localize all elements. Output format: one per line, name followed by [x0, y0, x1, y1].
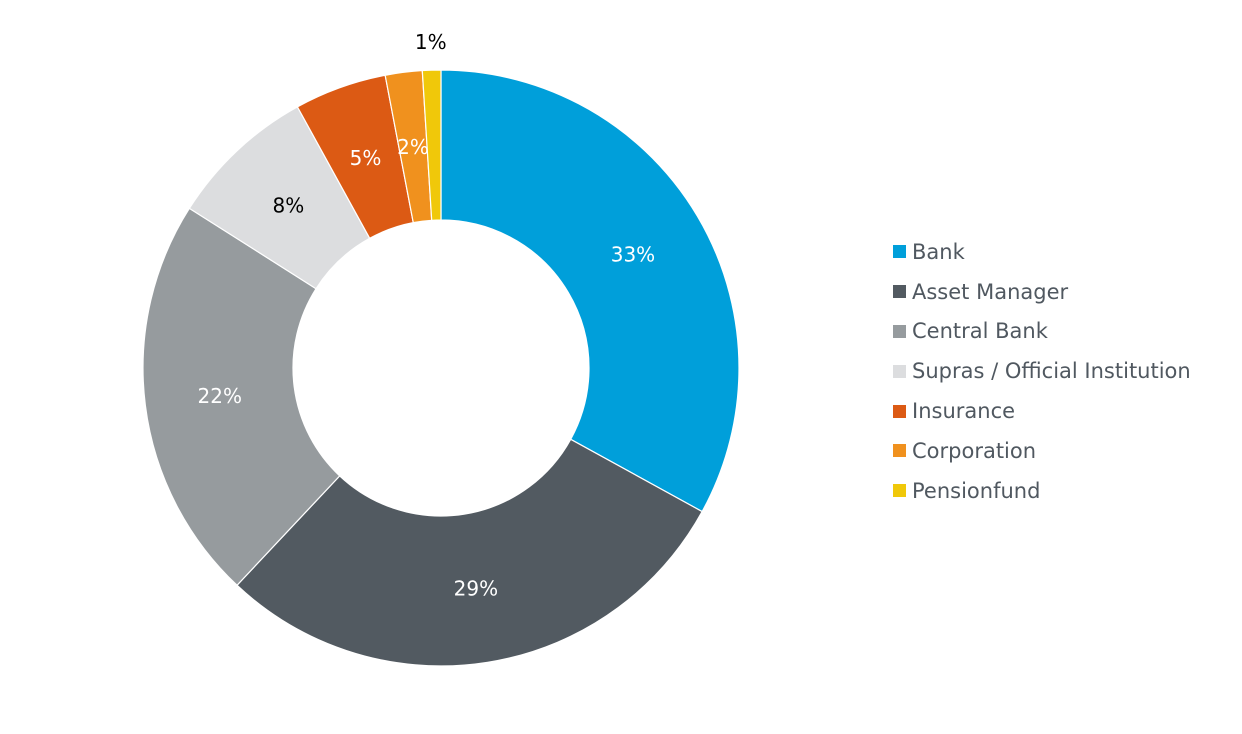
legend-item-bank: Bank — [893, 232, 1191, 272]
legend-label-insurance: Insurance — [912, 399, 1016, 424]
slice-label-pensionfund: 1% — [415, 30, 447, 54]
legend-item-asset-manager: Asset Manager — [893, 272, 1191, 312]
donut-slice-bank — [440, 69, 740, 513]
legend-item-central-bank: Central Bank — [893, 312, 1191, 352]
legend-swatch-bank — [893, 245, 906, 259]
legend-swatch-asset-manager — [893, 285, 906, 299]
slice-label-insurance: 5% — [350, 146, 382, 170]
legend-swatch-insurance — [893, 404, 906, 418]
donut-slice-pensionfund — [421, 69, 442, 221]
slice-label-asset-manager: 29% — [454, 576, 498, 600]
legend-item-supras-official-institution: Supras / Official Institution — [893, 351, 1191, 391]
legend-label-supras-official-institution: Supras / Official Institution — [912, 359, 1191, 384]
legend-swatch-central-bank — [893, 324, 906, 338]
legend-label-bank: Bank — [912, 239, 965, 264]
chart-legend: Bank Asset Manager Central Bank Supras / Of… — [893, 232, 1191, 511]
legend-item-insurance: Insurance — [893, 391, 1191, 431]
legend-swatch-supras-official-institution — [893, 364, 906, 378]
legend-swatch-corporation — [893, 444, 906, 458]
donut-slice-labels: 33% 29% 22% 8% 5% 2% 1% — [198, 30, 656, 600]
legend-label-pensionfund: Pensionfund — [912, 478, 1041, 503]
slice-label-supras-official-institution: 8% — [272, 193, 304, 217]
slice-label-corporation: 2% — [397, 135, 429, 159]
legend-label-central-bank: Central Bank — [912, 319, 1048, 344]
legend-label-asset-manager: Asset Manager — [912, 279, 1069, 304]
slice-label-central-bank: 22% — [198, 384, 242, 408]
donut-slices — [142, 69, 740, 667]
legend-item-corporation: Corporation — [893, 431, 1191, 471]
legend-label-corporation: Corporation — [912, 438, 1037, 463]
legend-item-pensionfund: Pensionfund — [893, 471, 1191, 511]
slice-label-bank: 33% — [611, 242, 655, 266]
donut-slice-central-bank — [142, 207, 341, 587]
donut-slice-asset-manager — [236, 438, 703, 667]
legend-swatch-pensionfund — [893, 484, 906, 498]
